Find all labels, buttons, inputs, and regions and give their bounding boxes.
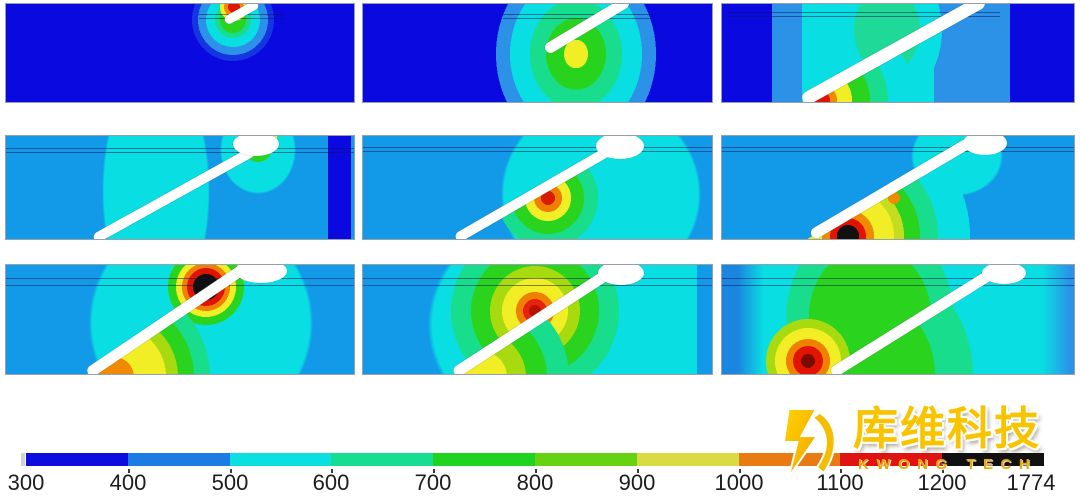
colorbar-label: 600: [312, 470, 350, 495]
layer-line: [503, 14, 653, 15]
layer-line: [728, 12, 1000, 13]
colorbar-segment: [433, 453, 535, 466]
layer-line: [503, 18, 653, 19]
layer-line: [6, 148, 354, 149]
colorbar-label: 1200: [917, 470, 967, 495]
colorbar-label: 1100: [816, 470, 864, 495]
watermark-en-text: KWONG TECH: [858, 455, 1038, 473]
contour-panel-r2c3: [721, 135, 1075, 240]
colorbar-label: 800: [516, 470, 554, 495]
contour-field: [363, 4, 712, 102]
colorbar-tick: [230, 469, 232, 473]
colorbar-segment: [942, 453, 1044, 466]
layer-line: [363, 151, 712, 152]
colorbar-label: 900: [618, 470, 656, 495]
colorbar-segment: [738, 453, 841, 466]
colorbar-tick: [535, 469, 537, 473]
layer-line: [6, 152, 354, 153]
layer-line: [6, 285, 354, 286]
layer-line: [728, 16, 1000, 17]
layer-line: [199, 18, 284, 19]
colorbar-segment: [331, 453, 434, 466]
colorbar-label: 500: [211, 470, 249, 495]
contour-panel-r3c1: [5, 264, 355, 375]
contour-panel-r3c2: [362, 264, 713, 375]
layer-line: [722, 285, 1074, 286]
contour-panel-r3c3: [721, 264, 1075, 375]
cold-band: [328, 136, 351, 239]
contour-panel-r1c3: [721, 3, 1075, 103]
contour-panel-r2c1: [5, 135, 355, 240]
layer-line: [363, 278, 712, 279]
colorbar-tick: [739, 469, 741, 473]
colorbar-tick: [331, 469, 333, 473]
colorbar-tick: [128, 469, 130, 473]
kwong-tech-logo-icon: [782, 408, 836, 478]
contour-panel-r1c1: [5, 3, 355, 103]
layer-line: [722, 278, 1074, 279]
groove-opening: [598, 265, 644, 285]
colorbar-label: 1000: [714, 470, 764, 495]
colorbar-segment: [840, 453, 943, 466]
colorbar-label: 300: [7, 470, 45, 495]
layer-line: [722, 151, 1074, 152]
colorbar-label: 700: [414, 470, 452, 495]
groove-opening: [233, 136, 279, 156]
colorbar-tick: [942, 469, 944, 473]
contour-panel-r1c2: [362, 3, 713, 103]
contour-panel-r2c2: [362, 135, 713, 240]
colorbar-tick: [637, 469, 639, 473]
contour-field: [6, 4, 354, 102]
colorbar-cap: [21, 453, 25, 466]
colorbar-segment: [636, 453, 739, 466]
watermark-cn-text: 库维科技: [853, 402, 1042, 455]
colorbar-tick: [433, 469, 435, 473]
colorbar-segment: [534, 453, 637, 466]
colorbar-tick: [840, 469, 842, 473]
groove-opening: [596, 136, 644, 159]
groove-opening: [982, 265, 1026, 284]
colorbar-segment: [229, 453, 332, 466]
layer-line: [363, 285, 712, 286]
layer-line: [722, 147, 1074, 148]
layer-line: [363, 147, 712, 148]
cool-band: [697, 265, 712, 374]
layer-line: [6, 278, 354, 279]
colorbar-label: 400: [109, 470, 147, 495]
colorbar-segment: [26, 453, 128, 466]
colorbar-segment: [127, 453, 230, 466]
colorbar: [26, 453, 1044, 466]
watermark: 库维科技 KWONG TECH: [779, 404, 1041, 482]
colorbar-label: 1774: [1006, 470, 1056, 495]
groove-opening: [963, 136, 1007, 155]
groove-opening: [235, 265, 287, 283]
